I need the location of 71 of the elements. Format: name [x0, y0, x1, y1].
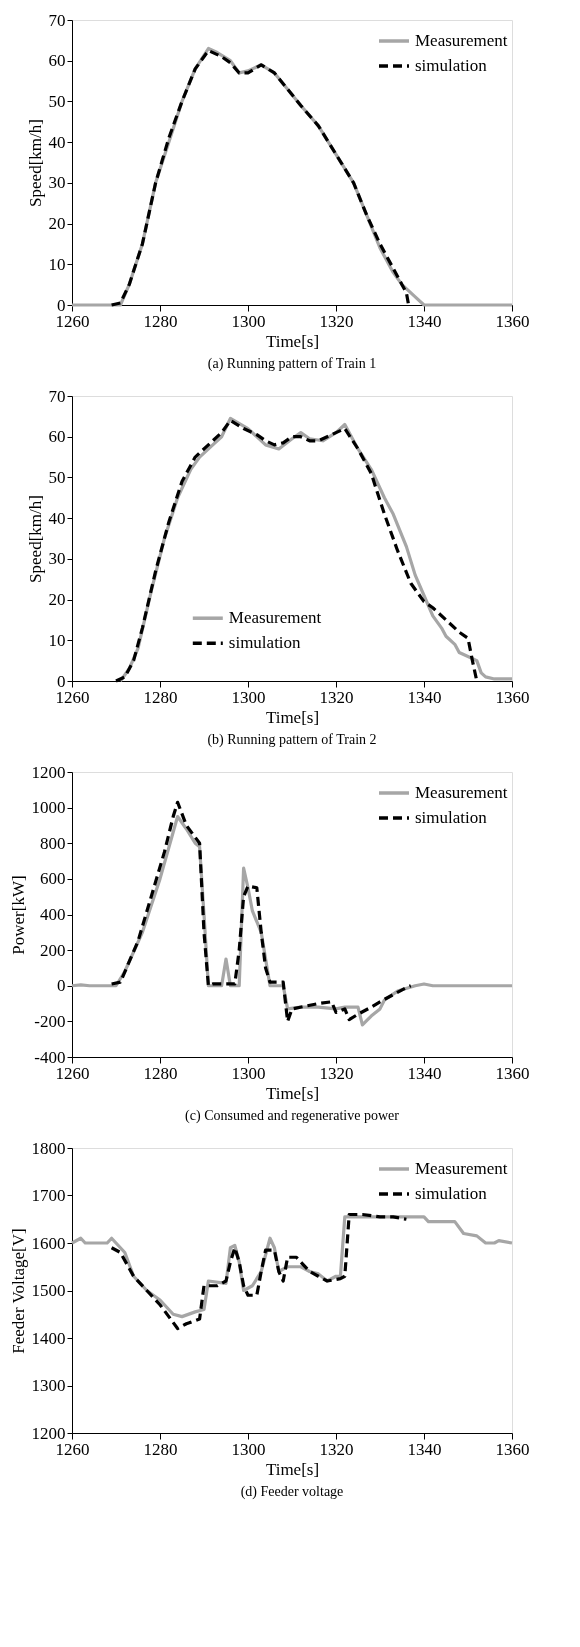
y-tick-label: 1600	[31, 1233, 66, 1253]
x-tick-label: 1280	[143, 1439, 178, 1459]
x-tick-label: 1360	[495, 311, 530, 331]
y-tick-label: 40	[48, 508, 66, 528]
y-tick-label: 400	[40, 905, 66, 924]
text: (c) Consumed and regenerative power	[185, 1108, 400, 1124]
text: (b) Running pattern of Train 2	[207, 732, 377, 748]
x-tick-label: 1300	[231, 311, 266, 331]
x-tick-label: 1320	[319, 1439, 354, 1459]
x-tick-label: 1340	[407, 1439, 442, 1459]
x-tick-label: 1340	[407, 1063, 442, 1083]
y-tick-label: 1200	[31, 762, 66, 782]
y-tick-label: 60	[48, 427, 66, 447]
legend-label: simulation	[415, 808, 488, 827]
y-tick-label: 1700	[31, 1186, 66, 1205]
legend-label: Measurement	[228, 608, 322, 628]
y-tick-label: 70	[48, 10, 66, 30]
y-tick-label: 70	[48, 386, 66, 406]
x-tick-label: 1280	[143, 687, 178, 707]
legend-label: simulation	[415, 1184, 488, 1203]
y-tick-label: 600	[40, 869, 66, 889]
y-tick-label: 50	[48, 467, 66, 487]
y-axis-title: Feeder Voltage[V]	[8, 1228, 28, 1354]
text: (a) Running pattern of Train 1	[207, 356, 377, 372]
x-axis-title: Time[s]	[265, 331, 320, 351]
x-tick-label: 1320	[319, 687, 354, 707]
y-tick-label: 1300	[31, 1376, 66, 1395]
line-series	[110, 800, 413, 1023]
y-tick-label: 200	[40, 940, 66, 960]
y-axis-title: Speed[km/h]	[25, 495, 45, 583]
x-tick-label: 1340	[407, 687, 442, 707]
x-tick-label: 1280	[143, 311, 178, 331]
legend-label: Measurement	[415, 1159, 508, 1178]
x-tick-label: 1300	[231, 1063, 266, 1083]
x-tick-label: 1320	[319, 1063, 354, 1083]
x-tick-label: 1340	[407, 311, 442, 331]
y-tick-label: 1000	[31, 798, 66, 818]
legend-label: simulation	[415, 56, 488, 75]
x-tick-label: 1360	[495, 687, 530, 707]
x-tick-label: 1280	[143, 1063, 178, 1083]
y-tick-label: 800	[40, 833, 66, 853]
y-axis-title: Speed[km/h]	[25, 119, 45, 207]
y-tick-label: 40	[48, 132, 66, 152]
y-tick-label: 0	[57, 976, 66, 996]
y-tick-label: 1400	[31, 1328, 66, 1348]
x-axis-title: Time[s]	[265, 707, 320, 727]
legend-label: simulation	[228, 633, 302, 653]
text: (d) Feeder voltage	[240, 1484, 344, 1500]
legend-label: Measurement	[415, 783, 508, 802]
y-tick-label: -200	[34, 1011, 66, 1031]
y-tick-label: 10	[48, 630, 66, 650]
x-tick-label: 1360	[495, 1063, 530, 1083]
line-series	[110, 1212, 408, 1331]
y-tick-label: 50	[48, 91, 66, 111]
y-tick-label: 30	[48, 173, 66, 193]
y-tick-label: 20	[48, 214, 66, 234]
legend-label: Measurement	[415, 31, 508, 50]
y-tick-label: 1500	[31, 1281, 66, 1300]
x-tick-label: 1320	[319, 311, 354, 331]
y-axis-title: Power[kW]	[8, 875, 28, 955]
x-tick-label: 1300	[231, 1439, 266, 1459]
y-tick-label: 30	[48, 549, 66, 569]
y-tick-label: 1800	[31, 1138, 66, 1158]
y-tick-label: 60	[48, 51, 66, 71]
x-axis-title: Time[s]	[265, 1083, 320, 1103]
x-tick-label: 1300	[231, 687, 266, 707]
x-axis-title: Time[s]	[265, 1459, 320, 1479]
line-series	[110, 48, 411, 307]
y-tick-label: 10	[48, 254, 66, 274]
x-tick-label: 1360	[495, 1439, 530, 1459]
y-tick-label: 20	[48, 590, 66, 610]
